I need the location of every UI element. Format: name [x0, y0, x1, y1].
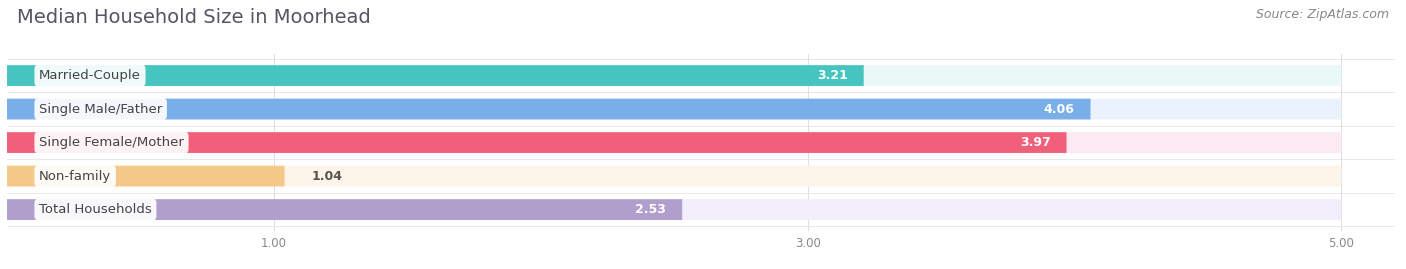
FancyBboxPatch shape — [7, 132, 1341, 153]
Text: Married-Couple: Married-Couple — [39, 69, 141, 82]
FancyBboxPatch shape — [7, 99, 1091, 119]
FancyBboxPatch shape — [7, 65, 863, 86]
Text: Total Households: Total Households — [39, 203, 152, 216]
FancyBboxPatch shape — [7, 199, 1341, 220]
FancyBboxPatch shape — [7, 166, 1341, 186]
Text: 3.97: 3.97 — [1019, 136, 1050, 149]
Text: 3.21: 3.21 — [817, 69, 848, 82]
FancyBboxPatch shape — [7, 132, 1067, 153]
FancyBboxPatch shape — [7, 166, 284, 186]
FancyBboxPatch shape — [7, 99, 1341, 119]
Text: Non-family: Non-family — [39, 169, 111, 183]
Text: Single Female/Mother: Single Female/Mother — [39, 136, 184, 149]
FancyBboxPatch shape — [7, 199, 682, 220]
Text: Source: ZipAtlas.com: Source: ZipAtlas.com — [1256, 8, 1389, 21]
Text: 1.04: 1.04 — [311, 169, 342, 183]
Text: Single Male/Father: Single Male/Father — [39, 102, 162, 116]
Text: 4.06: 4.06 — [1043, 102, 1074, 116]
Text: Median Household Size in Moorhead: Median Household Size in Moorhead — [17, 8, 371, 27]
FancyBboxPatch shape — [7, 65, 1341, 86]
Text: 2.53: 2.53 — [636, 203, 666, 216]
